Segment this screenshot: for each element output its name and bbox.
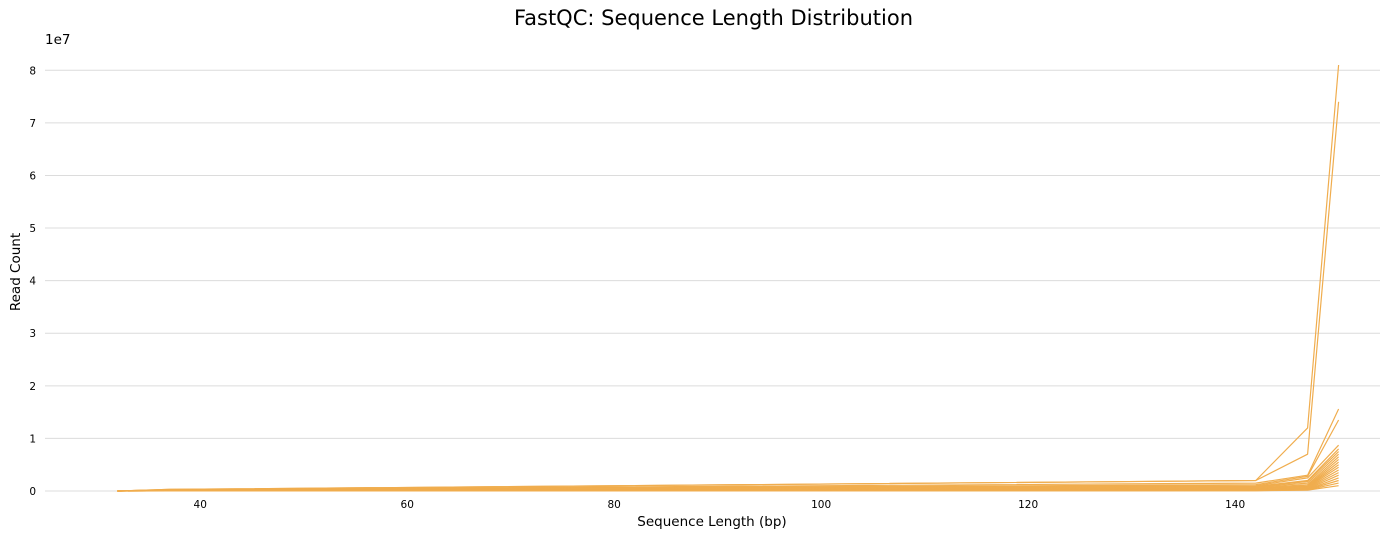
y-tick-label: 7 bbox=[29, 118, 36, 130]
y-tick-label: 6 bbox=[29, 170, 36, 182]
x-tick-label: 120 bbox=[1018, 499, 1038, 511]
y-tick-label: 8 bbox=[29, 65, 36, 77]
y-axis-scale-label: 1e7 bbox=[45, 32, 71, 48]
series-line-20 bbox=[117, 485, 1339, 492]
x-axis-label: Sequence Length (bp) bbox=[637, 514, 787, 530]
series-line-4 bbox=[117, 419, 1340, 492]
x-tick-labels: 40 60 80 100 120 140 bbox=[194, 499, 1246, 511]
y-tick-label: 1 bbox=[29, 433, 36, 445]
series-line-3 bbox=[117, 408, 1340, 492]
y-tick-label: 4 bbox=[29, 276, 36, 288]
x-tick-label: 140 bbox=[1225, 499, 1245, 511]
series-lines bbox=[117, 64, 1340, 492]
y-tick-labels: 0 1 2 3 4 5 6 7 8 bbox=[29, 65, 36, 498]
x-tick-label: 60 bbox=[401, 499, 414, 511]
chart-title: FastQC: Sequence Length Distribution bbox=[513, 6, 914, 30]
y-tick-label: 3 bbox=[29, 328, 36, 340]
x-tick-label: 40 bbox=[194, 499, 207, 511]
series-line-1 bbox=[117, 64, 1340, 492]
series-line-2 bbox=[117, 101, 1340, 492]
y-tick-label: 2 bbox=[29, 381, 36, 393]
x-tick-label: 100 bbox=[811, 499, 831, 511]
gridlines bbox=[45, 69, 1380, 492]
y-tick-label: 0 bbox=[29, 486, 36, 498]
y-tick-label: 5 bbox=[29, 223, 36, 235]
x-tick-label: 80 bbox=[607, 499, 620, 511]
